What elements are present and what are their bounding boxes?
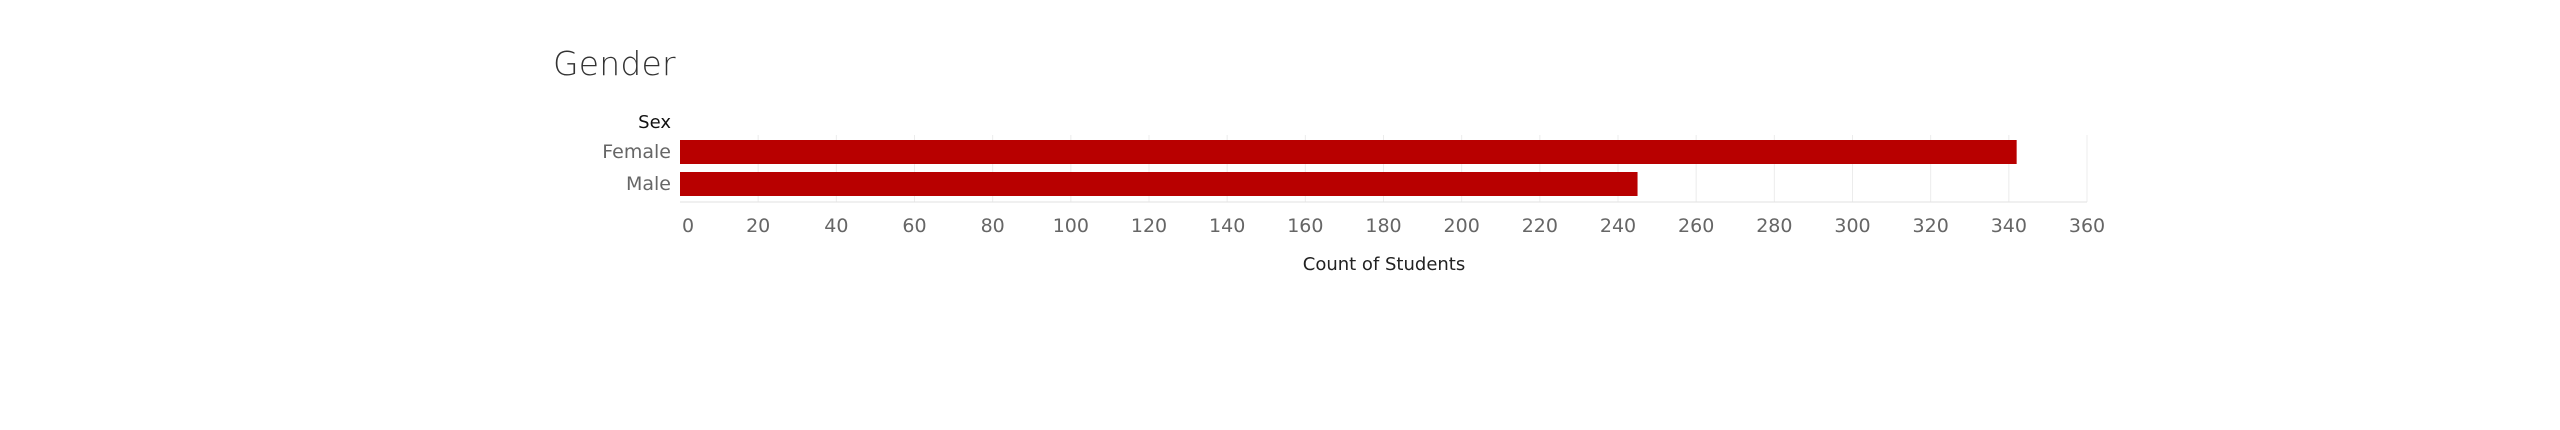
category-label-male: Male [626, 173, 671, 195]
bar-male[interactable] [680, 172, 1638, 196]
x-tick-label: 80 [981, 215, 1005, 237]
x-tick-label: 180 [1365, 215, 1401, 237]
x-tick-label: 20 [746, 215, 770, 237]
x-tick-label: 260 [1678, 215, 1714, 237]
x-tick-label: 300 [1834, 215, 1870, 237]
x-tick-label: 220 [1522, 215, 1558, 237]
x-tick-label: 340 [1991, 215, 2027, 237]
x-tick-label: 160 [1287, 215, 1323, 237]
x-tick-label: 200 [1444, 215, 1480, 237]
x-tick-label: 280 [1756, 215, 1792, 237]
category-label-female: Female [602, 141, 671, 163]
x-tick-label: 320 [1913, 215, 1949, 237]
x-tick-label: 360 [2069, 215, 2105, 237]
chart-title: Gender [553, 44, 676, 83]
x-tick-label: 100 [1053, 215, 1089, 237]
x-tick-label: 60 [902, 215, 926, 237]
x-tick-label: 40 [824, 215, 848, 237]
x-axis-label: Count of Students [1303, 254, 1465, 275]
x-tick-label: 140 [1209, 215, 1245, 237]
category-header: Sex [638, 112, 671, 133]
x-tick-label: 0 [682, 215, 694, 237]
x-tick-label: 240 [1600, 215, 1636, 237]
bar-female[interactable] [680, 140, 2017, 164]
x-tick-label: 120 [1131, 215, 1167, 237]
